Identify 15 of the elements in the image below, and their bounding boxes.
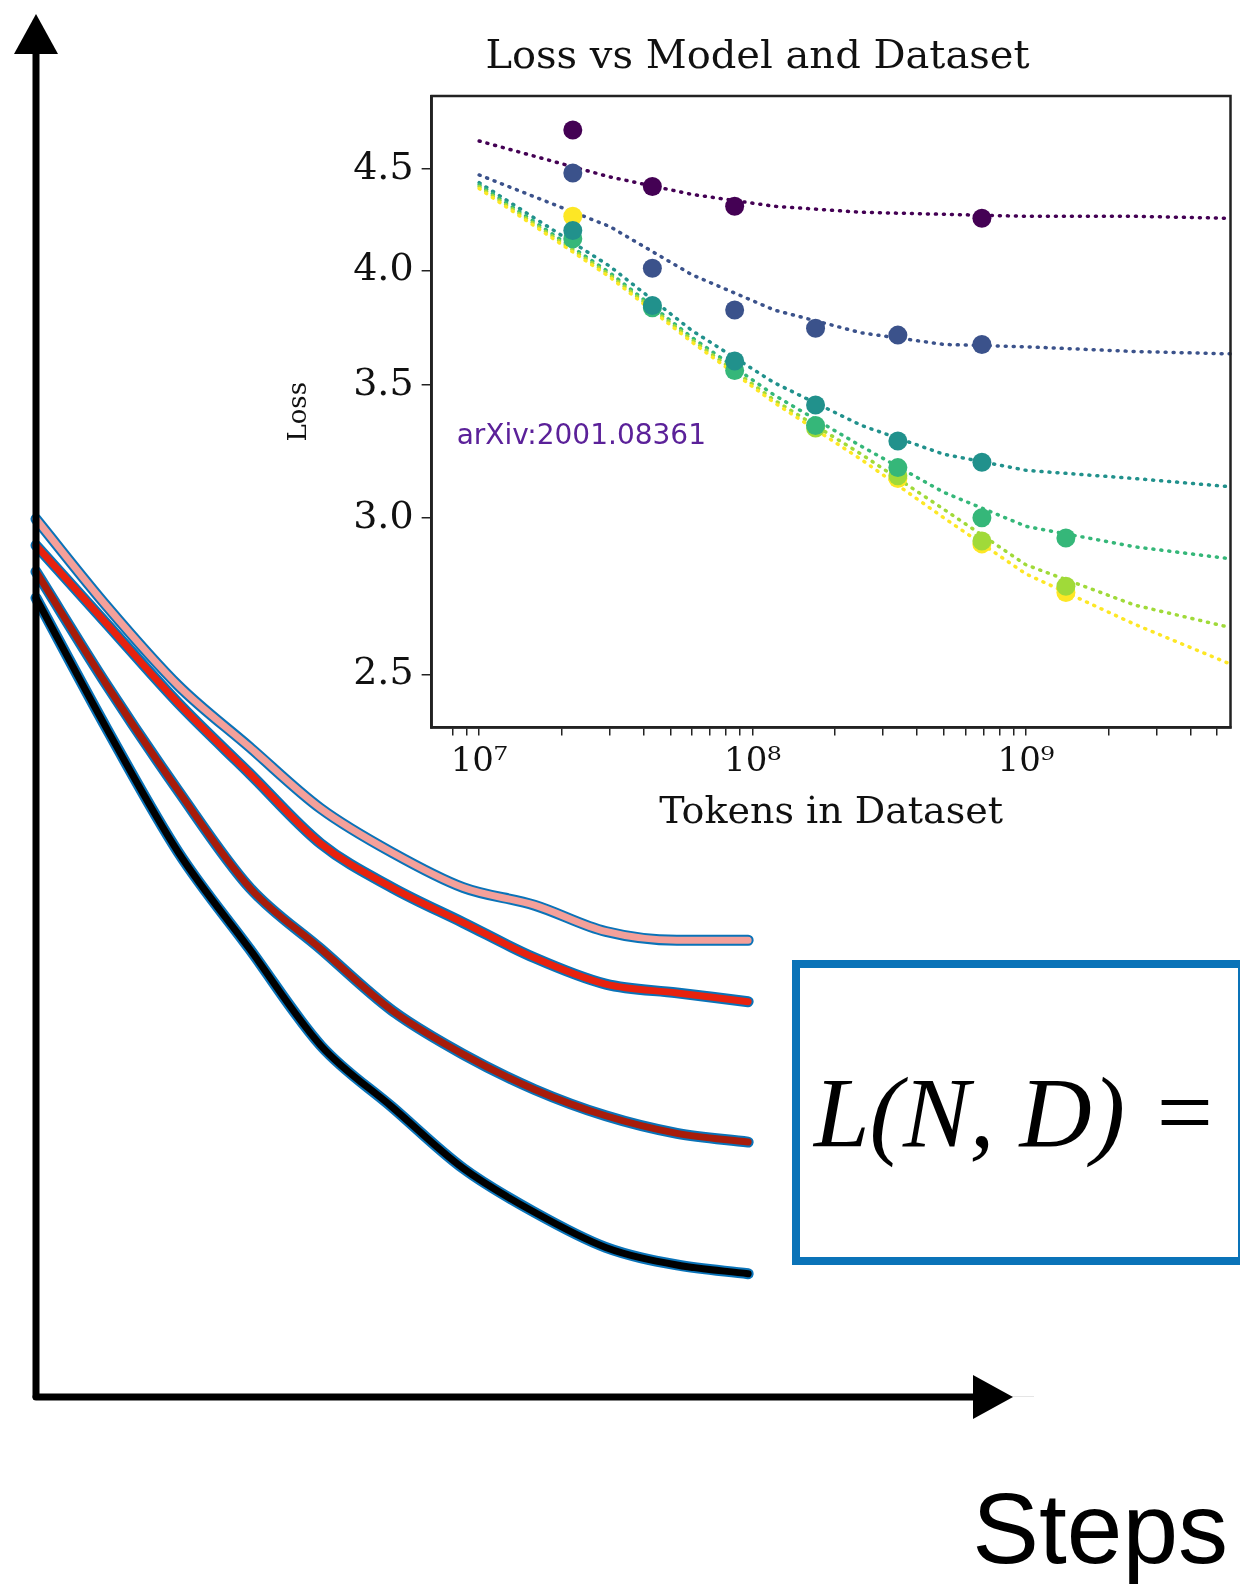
y-axis-title: Loss (282, 382, 313, 442)
chart-title: Loss vs Model and Dataset (485, 31, 1030, 78)
x-tick-label: 10⁸ (724, 738, 782, 779)
annotation: L(N, D) = (814, 1056, 1218, 1170)
x-tick-label: 10⁷ (450, 738, 508, 779)
y-tick-label: 3.5 (353, 360, 414, 405)
y-tick-label: 2.5 (353, 649, 414, 694)
annotation: arXiv:2001.08361 (456, 418, 706, 452)
x-tick-label: 10⁹ (997, 738, 1055, 779)
framed-formula: L(N, D) = (792, 960, 1240, 1265)
y-tick-label: 4.0 (353, 245, 414, 290)
x-axis-title: Steps (972, 1472, 1228, 1584)
x-axis-title: Tokens in Dataset (659, 788, 1003, 833)
y-tick-label: 4.5 (353, 144, 414, 189)
y-tick-label: 3.0 (353, 492, 414, 537)
